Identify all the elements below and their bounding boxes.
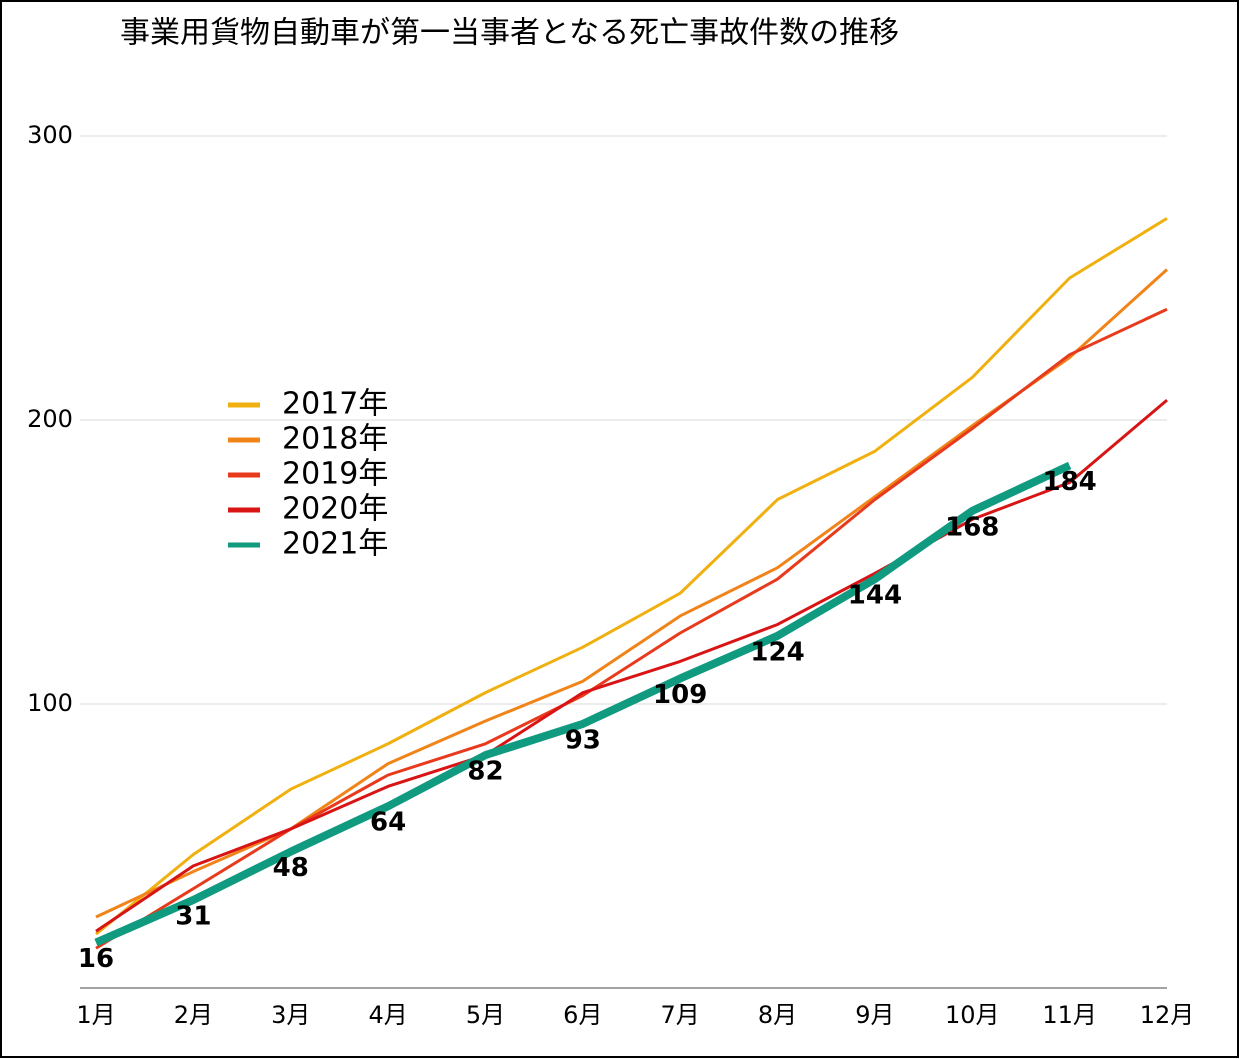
chart-title: 事業用貨物自動車が第一当事者となる死亡事故件数の推移 (120, 16, 899, 51)
legend-label: 2021年 (282, 527, 388, 562)
y-tick-label: 100 (27, 689, 73, 717)
x-tick-label: 5月 (466, 1001, 505, 1029)
data-label: 168 (945, 512, 999, 542)
data-label: 93 (565, 725, 601, 755)
data-label: 124 (750, 637, 804, 667)
x-tick-label: 9月 (855, 1001, 894, 1029)
data-label: 144 (848, 581, 902, 611)
data-label: 82 (467, 757, 503, 787)
x-tick-label: 3月 (271, 1001, 310, 1029)
data-label: 109 (653, 680, 707, 710)
legend-label: 2018年 (282, 422, 388, 457)
y-tick-label: 200 (27, 405, 73, 433)
x-tick-label: 12月 (1140, 1001, 1195, 1029)
legend-label: 2017年 (282, 387, 388, 422)
series-line (94, 461, 1072, 947)
x-tick-label: 6月 (563, 1001, 602, 1029)
y-tick-label: 300 (27, 121, 73, 149)
x-tick-label: 4月 (368, 1001, 407, 1029)
x-tick-label: 2月 (174, 1001, 213, 1029)
series-line (95, 398, 1168, 933)
x-tick-label: 7月 (661, 1001, 700, 1029)
data-label: 184 (1042, 467, 1096, 497)
x-tick-label: 8月 (758, 1001, 797, 1029)
data-label: 16 (78, 944, 114, 974)
legend-label: 2020年 (282, 492, 388, 527)
x-tick-label: 1月 (76, 1001, 115, 1029)
series-line (95, 307, 1168, 950)
series-line (95, 217, 1168, 936)
data-label: 31 (175, 901, 211, 931)
data-label: 64 (370, 808, 406, 838)
x-tick-label: 10月 (945, 1001, 1000, 1029)
x-tick-label: 11月 (1042, 1001, 1097, 1029)
legend-label: 2019年 (282, 457, 388, 492)
data-label: 48 (273, 853, 309, 883)
